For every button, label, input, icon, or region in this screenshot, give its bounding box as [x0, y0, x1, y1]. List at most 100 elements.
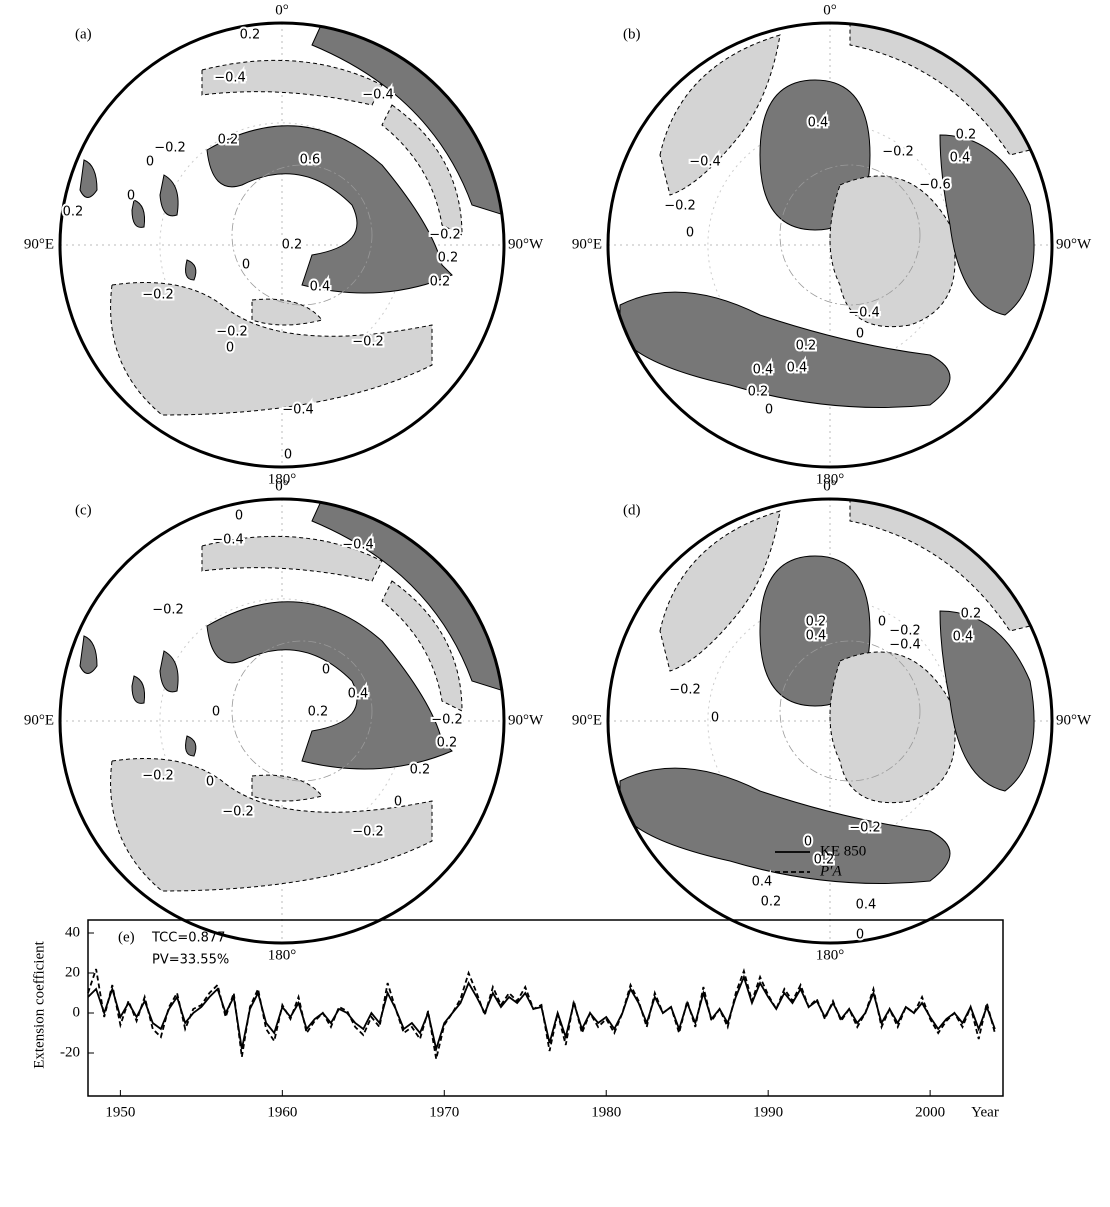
contour-label: −0.4 — [889, 638, 921, 653]
coastline — [231, 164, 373, 306]
negative-region — [381, 580, 463, 712]
contour-label: 0.2 — [761, 895, 782, 910]
negative-region — [110, 758, 433, 892]
lon-label-south: 180° — [268, 471, 297, 487]
map-border — [606, 497, 1054, 945]
panel-label: (d) — [623, 502, 641, 518]
contour-label: −0.2 — [664, 199, 696, 214]
lon-label-north: 0° — [823, 478, 837, 494]
lon-label-east: 90°W — [1056, 712, 1092, 728]
contour-label: 0 — [878, 615, 886, 630]
lon-label-south: 180° — [268, 947, 297, 963]
contour-label: 0.4 — [753, 363, 774, 378]
contour-label: −0.2 — [849, 821, 881, 836]
contour-label: 0.6 — [300, 153, 321, 168]
contour-label: 0 — [394, 795, 402, 810]
contour-label: −0.4 — [212, 533, 244, 548]
map-border — [606, 21, 1054, 469]
contour-label: 0.2 — [308, 705, 329, 720]
negative-region — [381, 104, 463, 236]
contour-label: −0.4 — [362, 88, 394, 103]
contour-label: 0.4 — [856, 898, 877, 913]
contour-label: −0.4 — [342, 538, 374, 553]
series-line — [87, 968, 996, 1060]
negative-region — [829, 175, 956, 328]
contour-label: 0.2 — [806, 615, 827, 630]
lon-label-north: 0° — [275, 478, 289, 494]
x-tick-label: 1980 — [591, 1104, 621, 1120]
contour-label: −0.4 — [214, 71, 246, 86]
contour-label: 0 — [804, 835, 812, 850]
negative-region — [829, 651, 956, 804]
contour-label: −0.2 — [669, 683, 701, 698]
x-tick-label: 1960 — [267, 1104, 297, 1120]
panel-label: (c) — [75, 502, 92, 518]
contour-label: −0.4 — [282, 403, 314, 418]
map-border — [58, 497, 506, 945]
contour-label: 0.4 — [953, 630, 974, 645]
y-tick-label: 20 — [65, 964, 80, 980]
x-tick-label: 1970 — [429, 1104, 459, 1120]
map-panel — [60, 499, 504, 943]
negative-region — [849, 23, 1031, 156]
contour-label: −0.4 — [848, 306, 880, 321]
contour-label: 0.2 — [748, 385, 769, 400]
coastline — [231, 640, 373, 782]
contour-label: 0.2 — [240, 28, 261, 43]
negative-region — [201, 59, 383, 106]
contour-label: 0 — [127, 189, 135, 204]
x-axis-label: Year — [971, 1104, 999, 1120]
lon-label-north: 0° — [275, 2, 289, 18]
map-panel — [60, 23, 504, 467]
contour-label: 0 — [284, 448, 292, 463]
contour-label: 0.4 — [310, 280, 331, 295]
coastline — [779, 640, 921, 782]
positive-region — [939, 134, 1035, 316]
lon-label-east: 90°W — [1056, 236, 1092, 252]
contour-label: −0.2 — [222, 805, 254, 820]
panel-label: (b) — [623, 26, 641, 42]
contour-label: −0.2 — [431, 713, 463, 728]
lon-label-west: 90°E — [572, 236, 602, 252]
contour-label: 0 — [235, 509, 243, 524]
contour-label: 0.2 — [437, 736, 458, 751]
contour-label: −0.6 — [919, 178, 951, 193]
positive-region — [159, 650, 179, 693]
contour-label: −0.2 — [352, 335, 384, 350]
contour-label: 0.4 — [950, 151, 971, 166]
y-tick-label: 0 — [73, 1004, 81, 1020]
contour-label: 0.2 — [410, 763, 431, 778]
contour-label: −0.2 — [352, 825, 384, 840]
positive-region — [131, 675, 145, 704]
legend-label: KE 850 — [820, 843, 866, 859]
positive-region — [185, 259, 197, 281]
annotation: PV=33.55% — [152, 953, 229, 968]
map-panel — [608, 499, 1052, 943]
negative-region — [110, 282, 433, 416]
contour-label: 0.2 — [282, 238, 303, 253]
x-tick-label: 2000 — [915, 1104, 945, 1120]
negative-region — [251, 298, 323, 326]
contour-label: 0 — [322, 663, 330, 678]
contour-label: −0.2 — [142, 288, 174, 303]
contour-label: 0.2 — [814, 853, 835, 868]
positive-region — [159, 174, 179, 217]
contour-label: 0.2 — [218, 133, 239, 148]
contour-label: −0.4 — [689, 155, 721, 170]
map-border — [58, 21, 506, 469]
y-axis-label: Extension coefficient — [31, 940, 47, 1068]
plot-frame — [87, 919, 1004, 1097]
contour-label: 0.2 — [796, 339, 817, 354]
contour-label: 0.4 — [808, 116, 829, 131]
contour-label: 0 — [856, 928, 864, 943]
negative-region — [659, 510, 781, 672]
lon-label-west: 90°E — [24, 712, 54, 728]
contour-label: 0.2 — [430, 275, 451, 290]
positive-region — [185, 735, 197, 757]
contour-label: 0 — [146, 155, 154, 170]
contour-label: 0.4 — [348, 687, 369, 702]
contour-label: 0 — [711, 711, 719, 726]
y-tick-label: 40 — [65, 924, 80, 940]
lon-label-north: 0° — [823, 2, 837, 18]
